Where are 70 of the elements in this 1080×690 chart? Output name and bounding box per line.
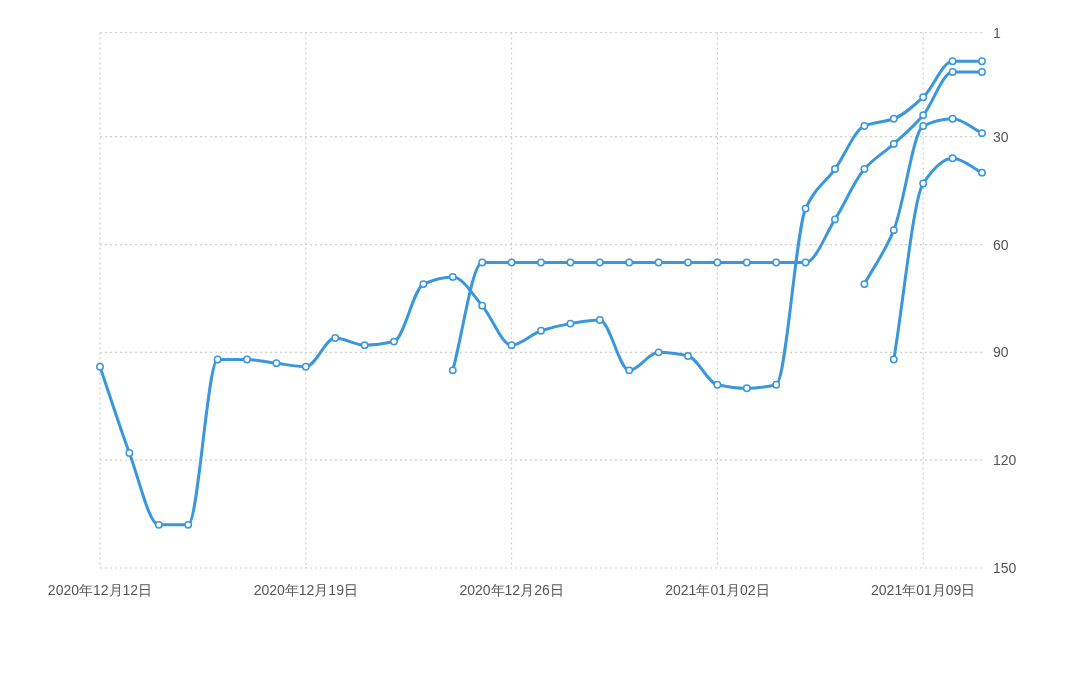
point <box>360 341 369 350</box>
point <box>595 316 604 324</box>
point <box>831 215 839 224</box>
point <box>419 280 428 289</box>
x-tick-label: 2021年01月09日 <box>871 582 976 598</box>
point <box>889 114 898 123</box>
point <box>537 258 545 267</box>
point <box>184 520 193 529</box>
point <box>919 121 928 130</box>
point <box>978 57 986 66</box>
y-tick-label: 1 <box>993 24 1001 41</box>
point <box>948 154 957 163</box>
point <box>919 111 928 120</box>
y-tick-label: 90 <box>993 344 1009 361</box>
point <box>213 355 222 364</box>
point <box>595 258 604 267</box>
point <box>96 362 104 371</box>
point <box>654 258 663 267</box>
point <box>625 366 634 375</box>
y-tick-label: 120 <box>993 452 1017 469</box>
point <box>507 341 516 350</box>
point <box>301 362 310 371</box>
point <box>331 334 340 342</box>
point <box>272 359 281 368</box>
point <box>478 301 487 310</box>
point <box>625 258 634 267</box>
point <box>978 68 986 76</box>
point <box>831 165 839 174</box>
point <box>801 258 810 267</box>
point <box>772 258 781 267</box>
point <box>448 366 457 375</box>
point <box>978 168 986 177</box>
point <box>154 520 163 529</box>
y-tick-label: 30 <box>993 128 1009 145</box>
point <box>448 272 457 281</box>
point <box>684 258 692 267</box>
point <box>537 326 545 335</box>
point <box>566 319 575 328</box>
point <box>243 355 251 364</box>
point <box>742 258 751 267</box>
point <box>478 258 487 267</box>
point <box>889 226 898 235</box>
point <box>889 139 898 148</box>
point <box>948 57 957 66</box>
x-tick-label: 2020年12月19日 <box>253 582 358 598</box>
point <box>713 258 722 267</box>
point <box>860 280 869 289</box>
point <box>860 165 869 174</box>
point <box>125 449 134 457</box>
point <box>713 380 722 389</box>
x-tick-label: 2020年12月26日 <box>459 582 564 598</box>
point <box>978 129 986 138</box>
point <box>919 179 928 188</box>
x-tick-label: 2021年01月02日 <box>665 582 770 598</box>
point <box>889 355 898 364</box>
point <box>742 384 751 393</box>
point <box>654 348 663 357</box>
y-tick-label: 60 <box>993 236 1009 253</box>
point <box>507 258 516 267</box>
point <box>566 258 575 267</box>
point <box>772 380 781 389</box>
point <box>801 204 810 213</box>
point <box>390 337 398 346</box>
point <box>684 352 692 360</box>
point <box>948 68 957 76</box>
point <box>948 114 957 123</box>
point <box>919 93 928 102</box>
point <box>860 121 869 130</box>
y-tick-label: 150 <box>993 560 1017 576</box>
x-tick-label: 2020年12月12日 <box>47 582 153 598</box>
